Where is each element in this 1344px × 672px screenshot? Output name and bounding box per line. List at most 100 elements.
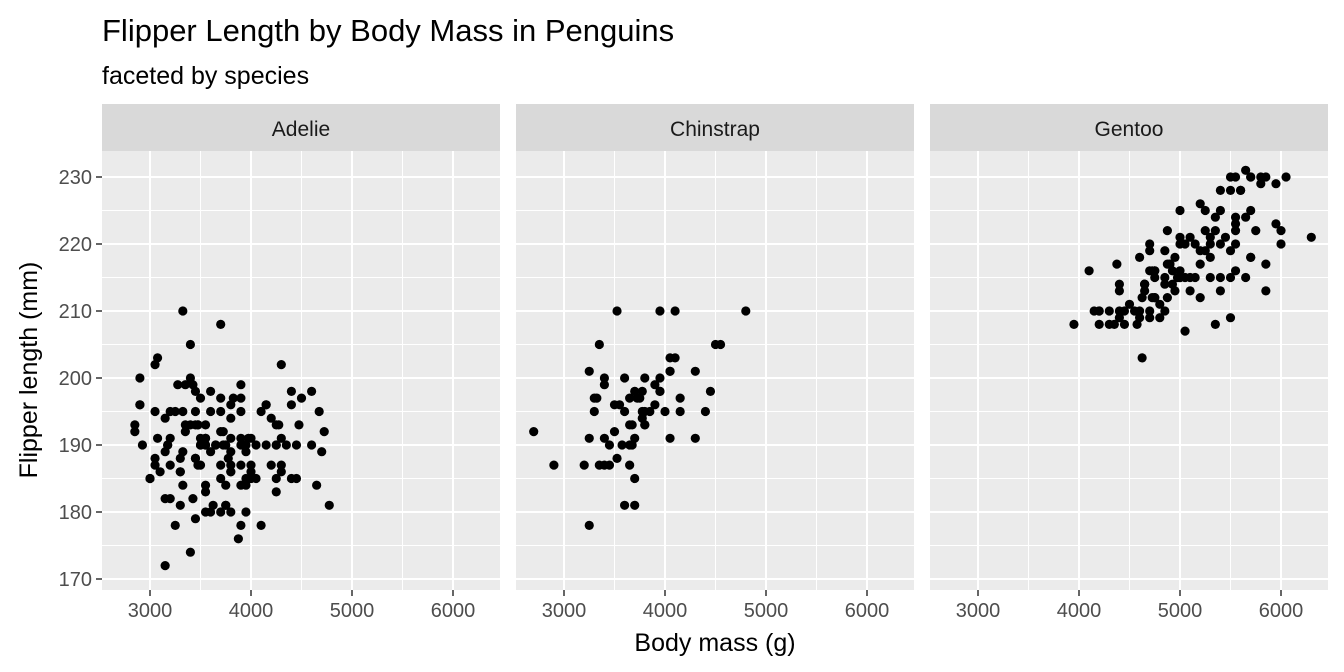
data-point	[1114, 279, 1124, 289]
data-point	[1162, 293, 1172, 303]
data-point	[609, 427, 620, 437]
data-point	[1225, 272, 1236, 283]
facet-panel-adelie: Adelie 3000 4000 5000 6000	[102, 104, 500, 622]
x-tick-label: 5000	[1158, 600, 1203, 622]
chart-title: Flipper Length by Body Mass in Penguins	[102, 13, 674, 48]
data-point	[609, 400, 620, 410]
data-point	[200, 507, 211, 517]
data-point	[1104, 319, 1114, 329]
data-point	[236, 380, 246, 390]
data-point	[1160, 246, 1170, 256]
data-point	[1241, 165, 1251, 175]
data-point	[705, 386, 716, 396]
data-point	[170, 520, 180, 531]
x-tick-label: 3000	[128, 600, 173, 622]
data-point	[216, 427, 226, 437]
data-point	[655, 386, 665, 396]
data-point	[1271, 179, 1281, 189]
data-point	[261, 440, 271, 450]
data-point	[1230, 239, 1241, 249]
data-point	[1246, 172, 1256, 182]
data-point	[236, 433, 246, 443]
data-point	[190, 406, 201, 417]
data-point	[612, 306, 622, 316]
data-point	[1241, 272, 1251, 283]
chart-subtitle: faceted by species	[102, 62, 309, 90]
facet-strip	[102, 104, 500, 151]
facet-strip-label: Chinstrap	[670, 118, 760, 141]
data-point	[185, 373, 195, 383]
data-point	[160, 494, 170, 504]
data-point	[620, 500, 630, 510]
data-point	[200, 433, 211, 443]
data-point	[1205, 232, 1215, 242]
data-point	[584, 520, 594, 531]
data-point	[675, 393, 685, 403]
data-point	[1114, 313, 1124, 323]
data-point	[1195, 293, 1205, 303]
data-point	[599, 433, 610, 443]
x-tick-label: 5000	[744, 600, 789, 622]
data-point	[1215, 185, 1225, 195]
data-point	[286, 386, 296, 396]
data-point	[178, 480, 188, 490]
data-point	[1215, 286, 1225, 296]
data-point	[1230, 226, 1241, 236]
data-point	[1175, 266, 1185, 276]
data-point	[1215, 239, 1225, 249]
data-point	[1167, 279, 1178, 289]
x-axis-title: Body mass (g)	[634, 629, 795, 657]
data-point	[1230, 266, 1241, 276]
y-tick-label: 220	[59, 234, 92, 256]
data-point	[1145, 239, 1155, 249]
data-point	[135, 400, 145, 410]
data-point	[655, 373, 665, 383]
data-point	[1150, 293, 1160, 303]
data-point	[1200, 226, 1210, 236]
data-point	[1281, 172, 1291, 182]
data-point	[261, 400, 271, 410]
data-point	[1200, 246, 1210, 256]
data-point	[1215, 272, 1225, 283]
data-point	[1140, 286, 1150, 296]
data-point	[1256, 179, 1266, 189]
data-point	[650, 400, 660, 410]
data-point	[226, 507, 236, 517]
data-point	[1246, 252, 1256, 262]
data-point	[324, 500, 334, 510]
data-point	[604, 460, 615, 470]
y-tick-label: 230	[59, 167, 92, 189]
points-gentoo	[1069, 165, 1316, 363]
data-point	[228, 393, 238, 403]
data-point	[296, 393, 307, 403]
data-point	[236, 393, 246, 403]
x-tick-label: 6000	[845, 600, 890, 622]
data-point	[135, 373, 145, 383]
data-point	[195, 393, 206, 403]
data-point	[620, 406, 630, 417]
data-point	[165, 406, 175, 417]
data-point	[163, 440, 173, 450]
data-point	[236, 460, 246, 470]
x-tick-label: 5000	[330, 600, 375, 622]
data-point	[599, 373, 610, 383]
facet-panel-gentoo: Gentoo 3000 4000 5000 6000	[930, 104, 1328, 622]
data-point	[690, 433, 700, 443]
data-point	[1135, 252, 1145, 262]
data-point	[1162, 226, 1172, 236]
data-point	[1205, 272, 1215, 283]
data-point	[665, 366, 675, 376]
data-point	[592, 393, 602, 403]
data-point	[312, 480, 322, 490]
data-point	[271, 473, 281, 484]
data-point	[200, 487, 211, 497]
data-point	[200, 420, 211, 430]
data-point	[549, 460, 559, 470]
data-point	[1104, 306, 1114, 316]
data-point	[178, 447, 188, 457]
data-point	[150, 360, 160, 370]
points-adelie	[130, 306, 334, 571]
facet-panel-chinstrap: Chinstrap 3000 4000 5000 6000	[516, 104, 914, 622]
data-point	[314, 406, 324, 417]
data-point	[1225, 185, 1236, 195]
